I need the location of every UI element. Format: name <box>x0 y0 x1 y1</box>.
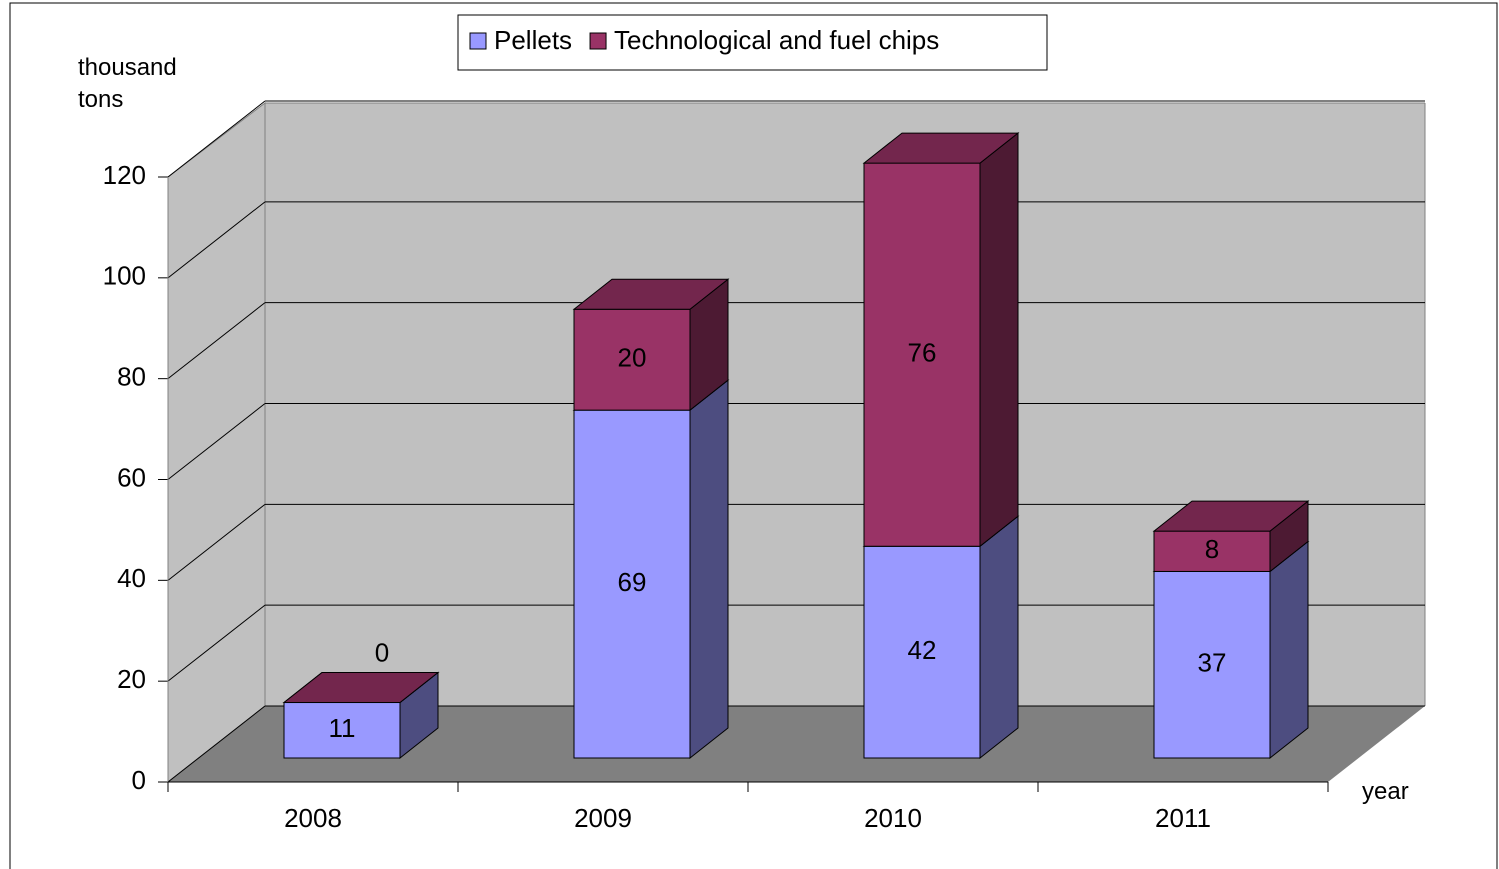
legend-label: Pellets <box>494 25 572 55</box>
bar <box>573 308 691 411</box>
bar-side <box>1269 540 1309 760</box>
legend-label: Technological and fuel chips <box>614 25 939 55</box>
x-tick-label: 2011 <box>1155 803 1211 833</box>
data-label: 20 <box>618 343 647 373</box>
bar-side <box>979 515 1019 760</box>
grid-line <box>167 403 266 480</box>
bar <box>283 702 401 759</box>
data-label: 37 <box>1198 648 1227 678</box>
grid-line <box>167 201 266 279</box>
y-tick-label: 40 <box>117 563 146 593</box>
y-tick-label: 60 <box>117 462 146 492</box>
data-label: 42 <box>908 635 937 665</box>
grid-line <box>167 604 266 682</box>
chart-frame <box>9 2 1498 869</box>
bar <box>573 409 691 759</box>
x-tick-label: 2009 <box>574 803 632 833</box>
y-tick-label: 20 <box>117 664 146 694</box>
bar-top <box>862 132 1020 164</box>
floor <box>168 706 1425 782</box>
legend-box <box>457 14 1048 71</box>
bar-top <box>282 672 440 704</box>
grid-line <box>167 302 266 380</box>
bar-side <box>689 379 729 760</box>
y-tick-label: 0 <box>132 765 146 795</box>
y-tick-label: 120 <box>103 160 146 190</box>
data-label: 69 <box>618 567 647 597</box>
y-tick-label: 80 <box>117 362 146 392</box>
grid-line <box>167 705 266 783</box>
data-label: 11 <box>329 713 356 743</box>
x-tick-label: 2010 <box>864 803 922 833</box>
bar <box>863 545 981 759</box>
back-wall <box>168 103 1425 782</box>
bar <box>1153 570 1271 759</box>
legend-swatch <box>589 32 607 50</box>
data-label: 0 <box>375 637 389 667</box>
bar-top <box>572 278 730 310</box>
side-wall <box>167 101 266 784</box>
data-label: 8 <box>1205 534 1219 564</box>
legend: Pellets Technological and fuel chips <box>457 14 1048 71</box>
legend-swatch <box>469 32 487 50</box>
grid-line <box>167 503 266 581</box>
x-tick-label: 2008 <box>284 803 342 833</box>
bar-top <box>1152 500 1310 532</box>
y-tick-label: 100 <box>103 261 146 291</box>
grid-line <box>167 100 266 178</box>
x-axis-label: year <box>1362 778 1409 805</box>
data-label: 76 <box>908 338 937 368</box>
bar <box>863 162 981 547</box>
y-axis-label: thousand tons <box>78 54 177 113</box>
bar-side <box>979 132 1019 548</box>
